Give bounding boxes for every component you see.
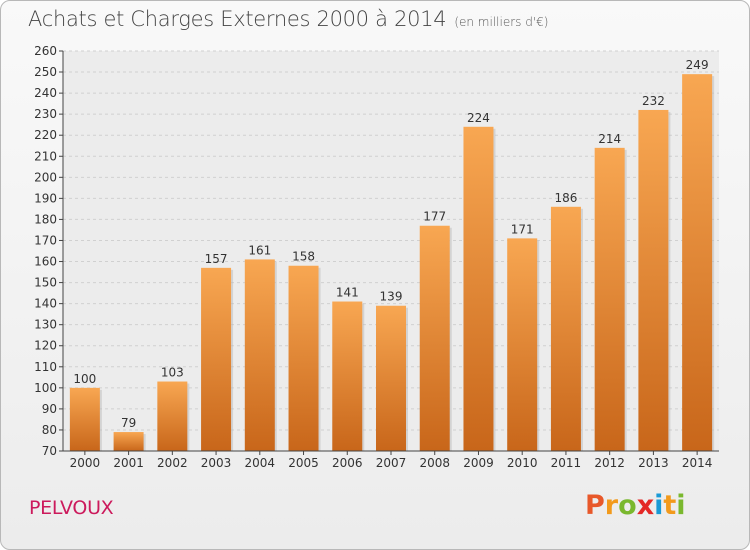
data-label: 186: [554, 191, 577, 205]
x-tick-label: 2010: [507, 456, 538, 470]
y-tick-label: 130: [34, 318, 57, 332]
chart-subtitle: (en milliers d'€): [454, 15, 549, 29]
data-label: 141: [336, 286, 359, 300]
data-label: 249: [686, 58, 709, 72]
bar-2008: [419, 225, 450, 451]
bar-2009: [463, 126, 494, 451]
x-tick-label: 2005: [288, 456, 319, 470]
chart-title: Achats et Charges Externes 2000 à 2014 (e…: [28, 7, 548, 31]
x-tick-label: 2014: [682, 456, 713, 470]
y-tick-label: 140: [34, 297, 57, 311]
x-tick-label: 2002: [157, 456, 188, 470]
bar-2006: [332, 301, 363, 451]
data-label: 103: [161, 366, 184, 380]
x-tick-label: 2001: [113, 456, 144, 470]
bar-2012: [594, 147, 625, 451]
logo-letter: r: [604, 490, 619, 521]
data-label: 224: [467, 111, 490, 125]
data-label: 100: [73, 372, 96, 386]
bar-2014: [682, 74, 713, 451]
data-label: 157: [205, 252, 228, 266]
y-tick-label: 250: [34, 65, 57, 79]
bar-2013: [638, 109, 669, 452]
y-tick-label: 90: [42, 402, 57, 416]
x-tick-label: 2006: [332, 456, 363, 470]
logo-letter: o: [618, 490, 637, 521]
data-label: 232: [642, 94, 665, 108]
y-tick-label: 180: [34, 212, 57, 226]
x-tick-label: 2011: [551, 456, 582, 470]
y-tick-label: 80: [42, 423, 57, 437]
x-tick-label: 2008: [419, 456, 450, 470]
y-tick-label: 220: [34, 128, 57, 142]
logo-letter: x: [636, 490, 655, 521]
bar-2001: [113, 432, 144, 451]
y-tick-label: 150: [34, 276, 57, 290]
y-tick-label: 100: [34, 381, 57, 395]
bar-2003: [201, 267, 232, 451]
x-tick-label: 2004: [245, 456, 276, 470]
y-tick-label: 240: [34, 86, 57, 100]
bar-2010: [507, 238, 538, 451]
x-tick-label: 2013: [638, 456, 669, 470]
x-tick-label: 2000: [70, 456, 101, 470]
data-label: 161: [248, 243, 271, 257]
y-tick-label: 200: [34, 170, 57, 184]
y-tick-label: 260: [34, 44, 57, 58]
data-label: 79: [121, 416, 136, 430]
y-tick-label: 190: [34, 191, 57, 205]
commune-name: PELVOUX: [29, 497, 114, 519]
chart-title-text: Achats et Charges Externes 2000 à 2014: [28, 7, 447, 31]
data-label: 177: [423, 210, 446, 224]
data-label: 139: [380, 290, 403, 304]
bar-2005: [288, 265, 319, 451]
y-tick-label: 230: [34, 107, 57, 121]
x-tick-label: 2003: [201, 456, 232, 470]
y-tick-label: 70: [42, 444, 57, 458]
x-tick-label: 2007: [376, 456, 407, 470]
y-tick-label: 170: [34, 233, 57, 247]
bar-2004: [244, 259, 275, 451]
data-label: 158: [292, 250, 315, 264]
y-tick-label: 160: [34, 255, 57, 269]
data-label: 214: [598, 132, 621, 146]
x-tick-label: 2012: [594, 456, 625, 470]
y-tick-label: 210: [34, 149, 57, 163]
x-tick-label: 2009: [463, 456, 494, 470]
y-tick-label: 120: [34, 339, 57, 353]
y-tick-label: 110: [34, 360, 57, 374]
logo-letter: i: [654, 490, 664, 521]
logo-letter: P: [585, 490, 605, 521]
data-label: 171: [511, 222, 534, 236]
bar-2002: [157, 381, 188, 451]
bar-2007: [376, 305, 406, 451]
logo-letter: i: [676, 490, 686, 521]
bar-2000: [69, 387, 100, 451]
bar-2011: [550, 206, 581, 451]
logo-letter: t: [663, 490, 677, 521]
